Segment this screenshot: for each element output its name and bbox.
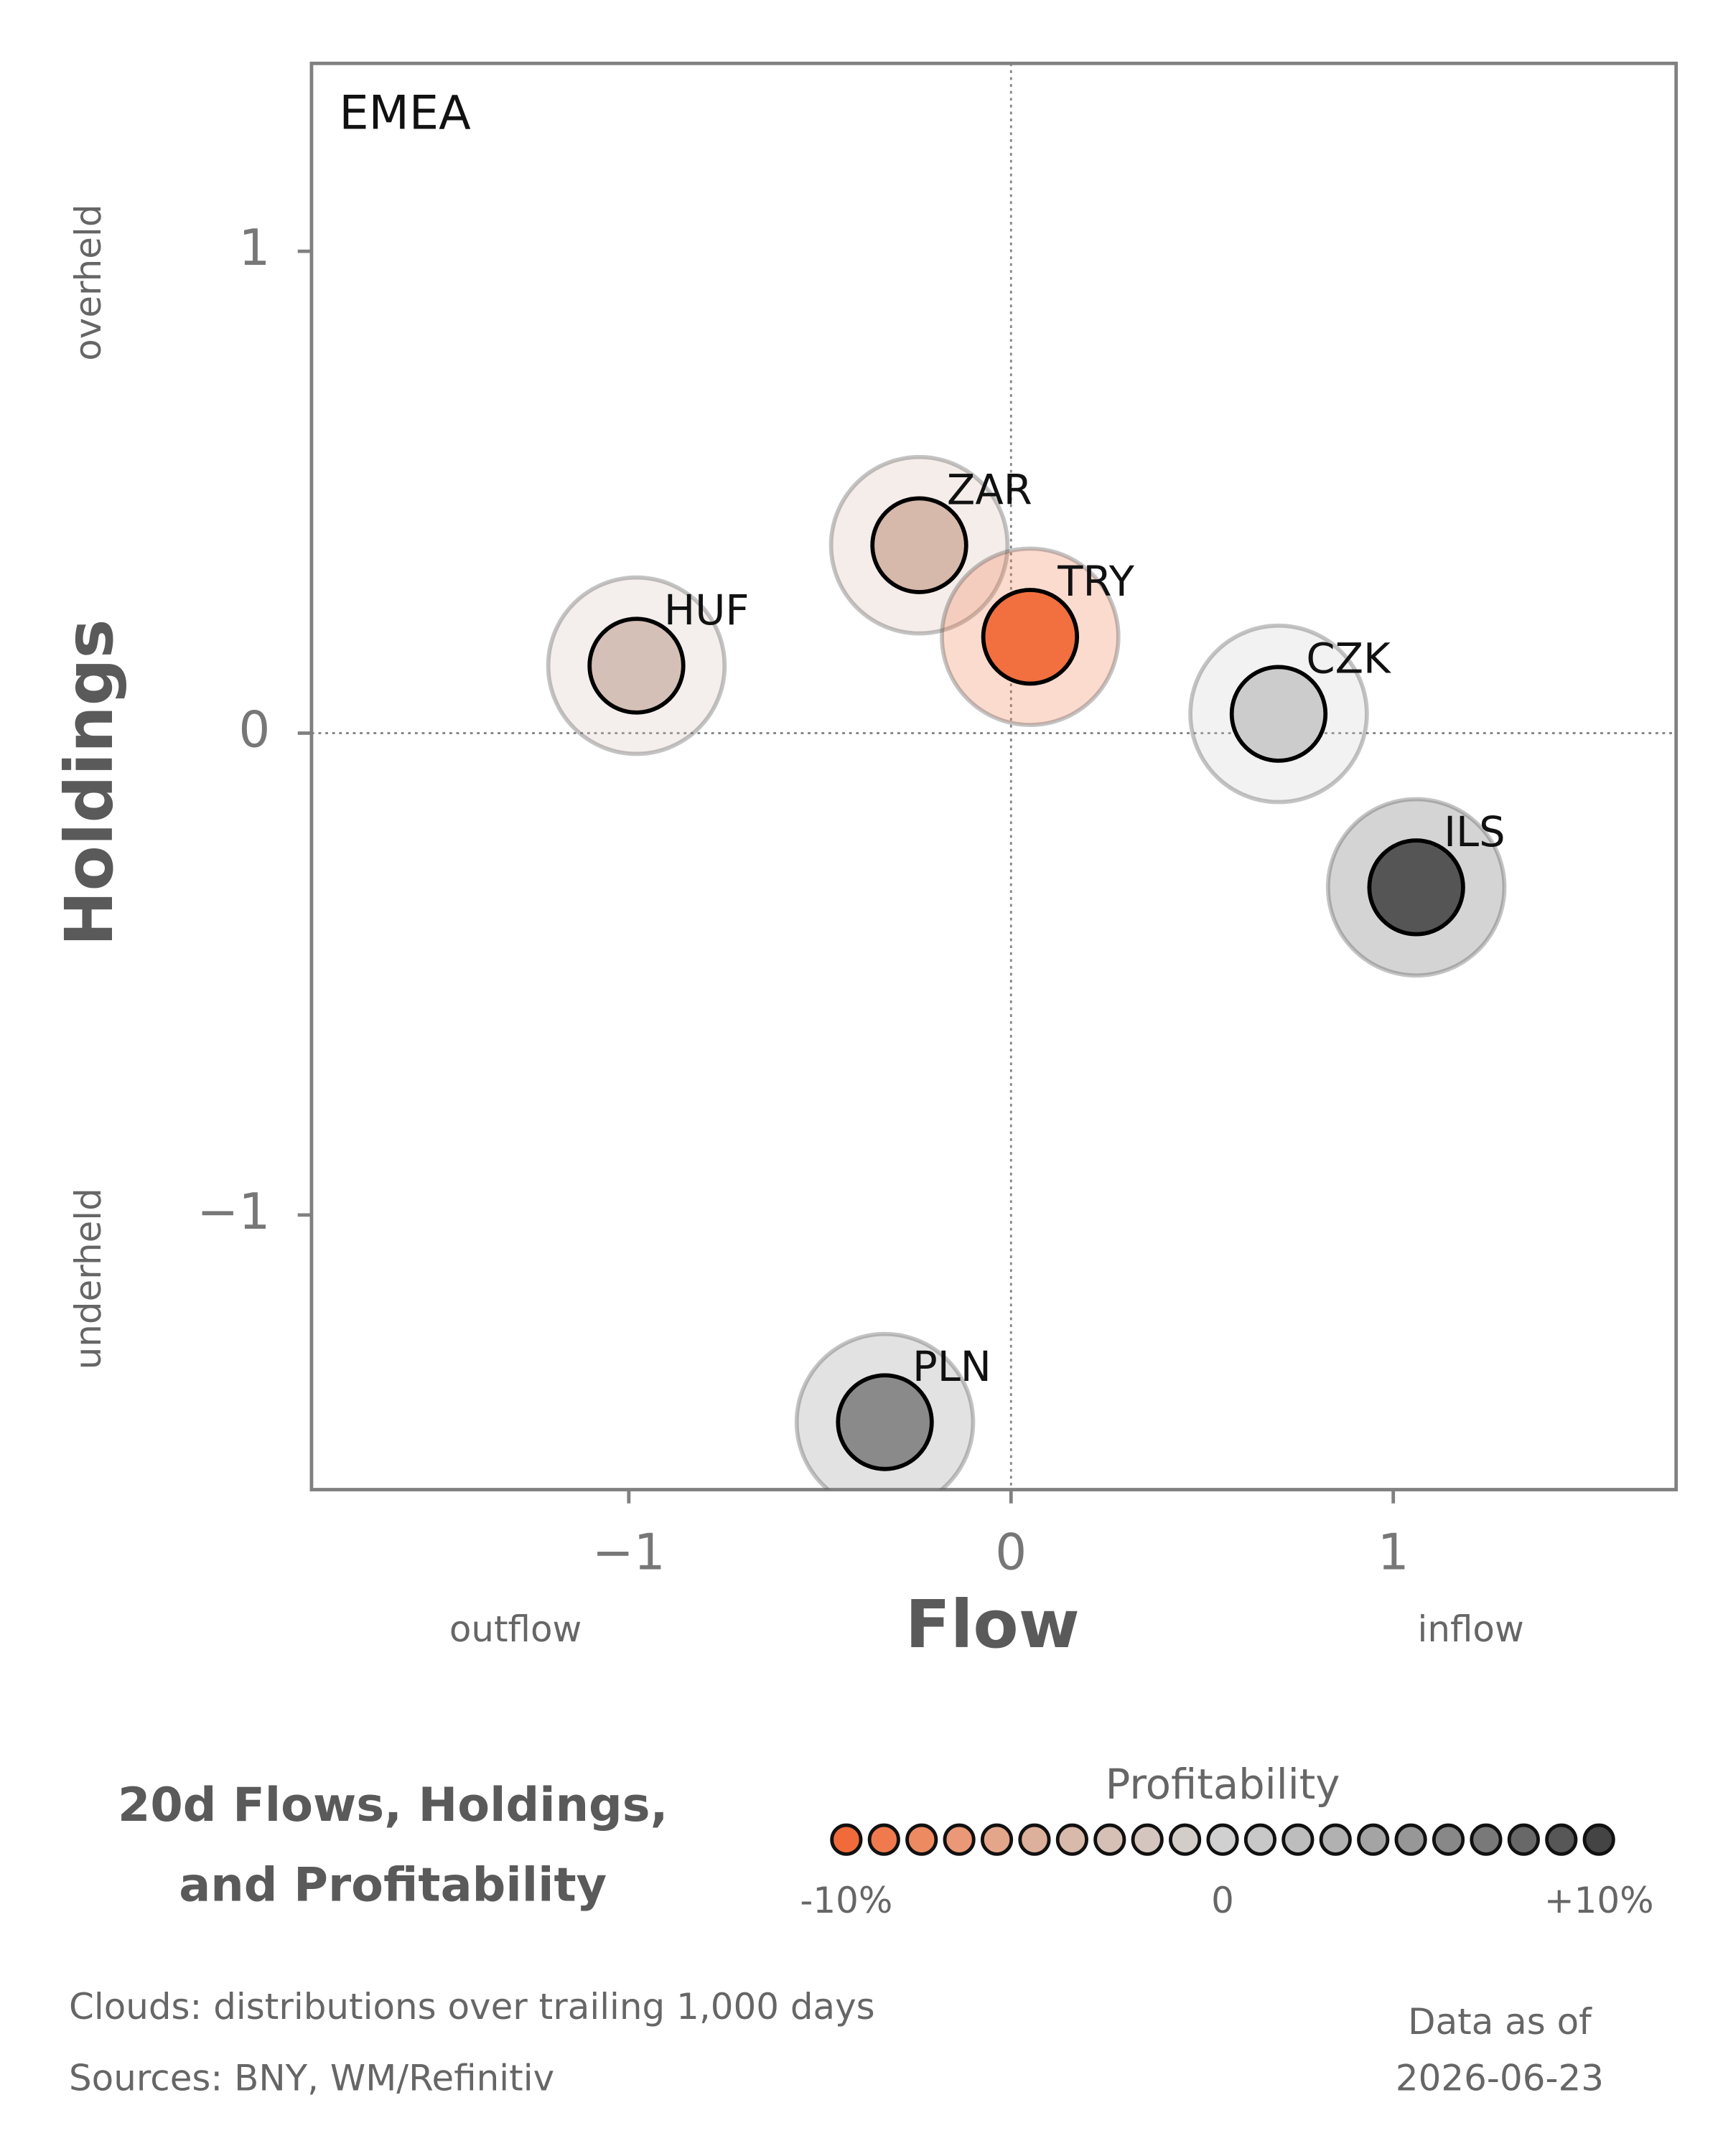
colorbar-swatch <box>1319 1823 1352 1856</box>
colorbar-tick-label: +10% <box>1544 1880 1654 1921</box>
colorbar-swatch <box>867 1823 900 1856</box>
chart-title: 20d Flows, Holdings, <box>118 1778 668 1832</box>
colorbar-swatch <box>943 1823 976 1856</box>
colorbar-swatch <box>1169 1823 1202 1856</box>
colorbar-swatch <box>1582 1823 1615 1856</box>
colorbar-swatch <box>1055 1823 1088 1856</box>
colorbar-swatch <box>980 1823 1014 1856</box>
point-label: CZK <box>1306 634 1391 683</box>
y-annotation: overheld <box>67 204 109 360</box>
colorbar-swatch <box>1507 1823 1540 1856</box>
colorbar-swatch <box>1131 1823 1164 1856</box>
point <box>870 496 968 594</box>
y-tick-label: −1 <box>197 1184 270 1241</box>
y-tick-label: 0 <box>238 702 270 759</box>
point-label: ZAR <box>947 466 1032 514</box>
point <box>1367 838 1465 937</box>
point <box>587 617 686 715</box>
colorbar-swatch <box>905 1823 938 1856</box>
colorbar-swatch <box>1357 1823 1390 1856</box>
colorbar-tick-label: 0 <box>1211 1880 1234 1921</box>
point-label: HUF <box>664 586 750 634</box>
colorbar-swatch <box>1243 1823 1277 1856</box>
chart-title: and Profitability <box>179 1857 607 1912</box>
point-label: TRY <box>1057 558 1135 606</box>
note: Clouds: distributions over trailing 1,00… <box>69 1986 875 2028</box>
panel-label: EMEA <box>339 85 471 140</box>
colorbar-swatch <box>1281 1823 1315 1856</box>
colorbar-swatch <box>1545 1823 1578 1856</box>
colorbar-swatch <box>1470 1823 1503 1856</box>
point-label: PLN <box>912 1343 991 1391</box>
colorbar-swatch <box>1018 1823 1051 1856</box>
point <box>836 1373 934 1471</box>
colorbar-swatch <box>830 1823 863 1856</box>
colorbar-swatch <box>1093 1823 1126 1856</box>
as-of: Data as of <box>1408 2001 1592 2043</box>
colorbar-swatch <box>1394 1823 1427 1856</box>
as-of: 2026-06-23 <box>1396 2058 1604 2099</box>
y-annotation: underheld <box>67 1188 109 1369</box>
point <box>981 588 1080 686</box>
x-tick-label: 0 <box>995 1524 1027 1582</box>
x-tick-label: 1 <box>1378 1524 1409 1582</box>
colorbar-tick-label: -10% <box>800 1880 892 1921</box>
x-axis-label: Flow <box>905 1585 1080 1663</box>
y-axis-label: Holdings <box>50 619 128 947</box>
point-label: ILS <box>1444 808 1505 856</box>
colorbar-swatch <box>1432 1823 1465 1856</box>
y-tick-label: 1 <box>238 220 270 277</box>
plot-frame <box>309 61 1678 1491</box>
x-annotation: outflow <box>449 1608 582 1650</box>
point <box>1229 665 1328 763</box>
x-tick-label: −1 <box>592 1524 666 1582</box>
x-annotation: inflow <box>1417 1608 1523 1650</box>
colorbar-title: Profitability <box>1106 1761 1340 1809</box>
colorbar-swatch <box>1206 1823 1239 1856</box>
note: Sources: BNY, WM/Refinitiv <box>69 2058 554 2099</box>
